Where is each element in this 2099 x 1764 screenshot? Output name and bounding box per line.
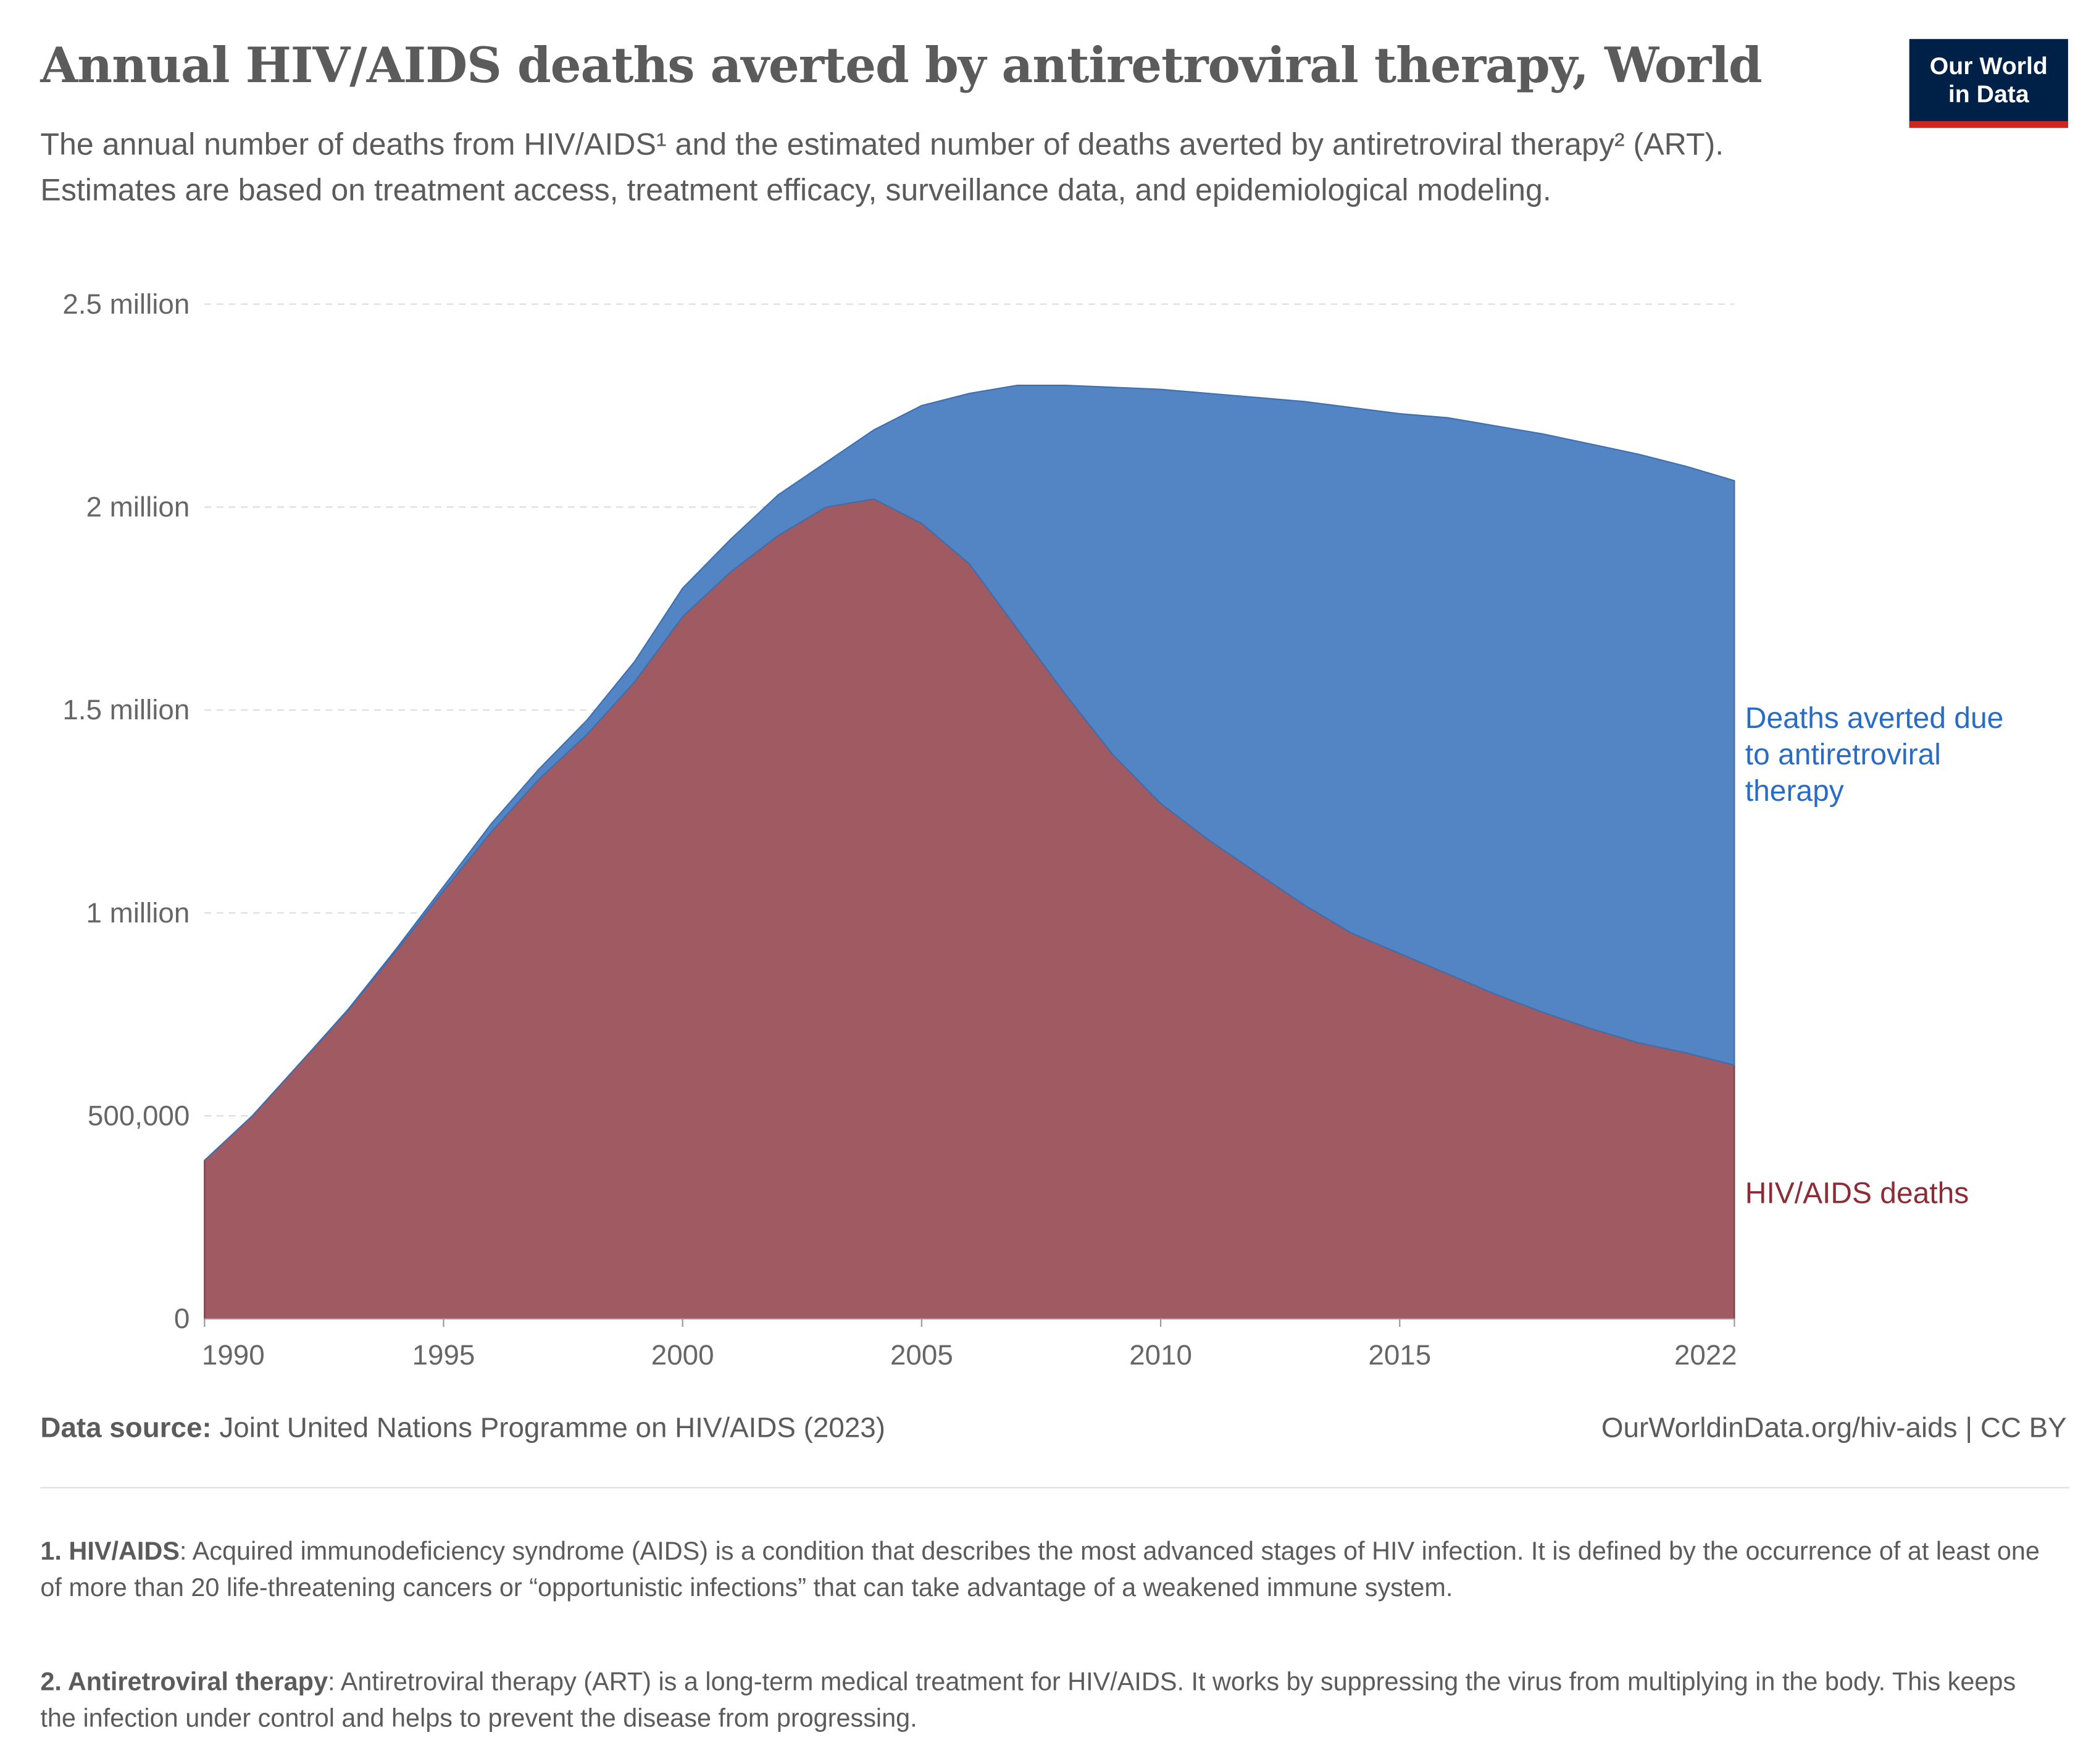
y-tick-label: 500,000 [88,1100,190,1131]
data-source-text: Joint United Nations Programme on HIV/AI… [211,1413,885,1444]
y-tick-label: 2.5 million [62,288,190,320]
footnote-term: 2. Antiretroviral therapy [40,1668,328,1697]
footnote-1: 1. HIV/AIDS: Acquired immunodeficiency s… [40,1534,2045,1607]
data-source: Data source: Joint United Nations Progra… [40,1413,885,1445]
x-tick-label: 2005 [890,1339,953,1371]
chart-subtitle: The annual number of deaths from HIV/AID… [40,126,1724,207]
footnote-term: 1. HIV/AIDS [40,1538,180,1566]
y-tick-label: 2 million [86,491,190,522]
logo-line-2: in Data [1948,80,2029,108]
x-tick-label: 2000 [651,1339,714,1371]
area-deaths-averted [204,384,1735,1161]
x-tick-label: 1995 [412,1339,475,1371]
x-tick-label: 2015 [1368,1339,1431,1371]
y-tick-label: 1 million [86,897,190,929]
legend-label-deaths[interactable]: HIV/AIDS deaths [1745,1176,1969,1210]
divider [40,1487,2070,1489]
chart-title: Annual HIV/AIDS deaths averted by antire… [40,38,1762,94]
footnote-text: : Antiretroviral therapy (ART) is a long… [40,1668,2016,1734]
x-tick-label: 2022 [1674,1339,1737,1371]
footnote-text: : Acquired immunodeficiency syndrome (AI… [40,1538,2040,1603]
data-source-label: Data source: [40,1413,212,1444]
footnote-2: 2. Antiretroviral therapy: Antiretrovira… [40,1665,2045,1737]
y-tick-label: 1.5 million [62,694,190,725]
owid-logo[interactable]: Our World in Data [1909,39,2068,128]
x-tick-label: 1990 [202,1339,265,1371]
source-url-link[interactable]: OurWorldinData.org/hiv-aids | CC BY [1601,1413,2067,1444]
x-tick-label: 2010 [1129,1339,1192,1371]
legend-label-averted[interactable]: Deaths averted due to antiretroviral the… [1745,701,2004,808]
logo-line-1: Our World [1929,52,2048,80]
y-tick-label: 0 [174,1303,190,1334]
area-chart: 0 500,000 1 million 1.5 million 2 million 2.5… [62,288,1737,1371]
